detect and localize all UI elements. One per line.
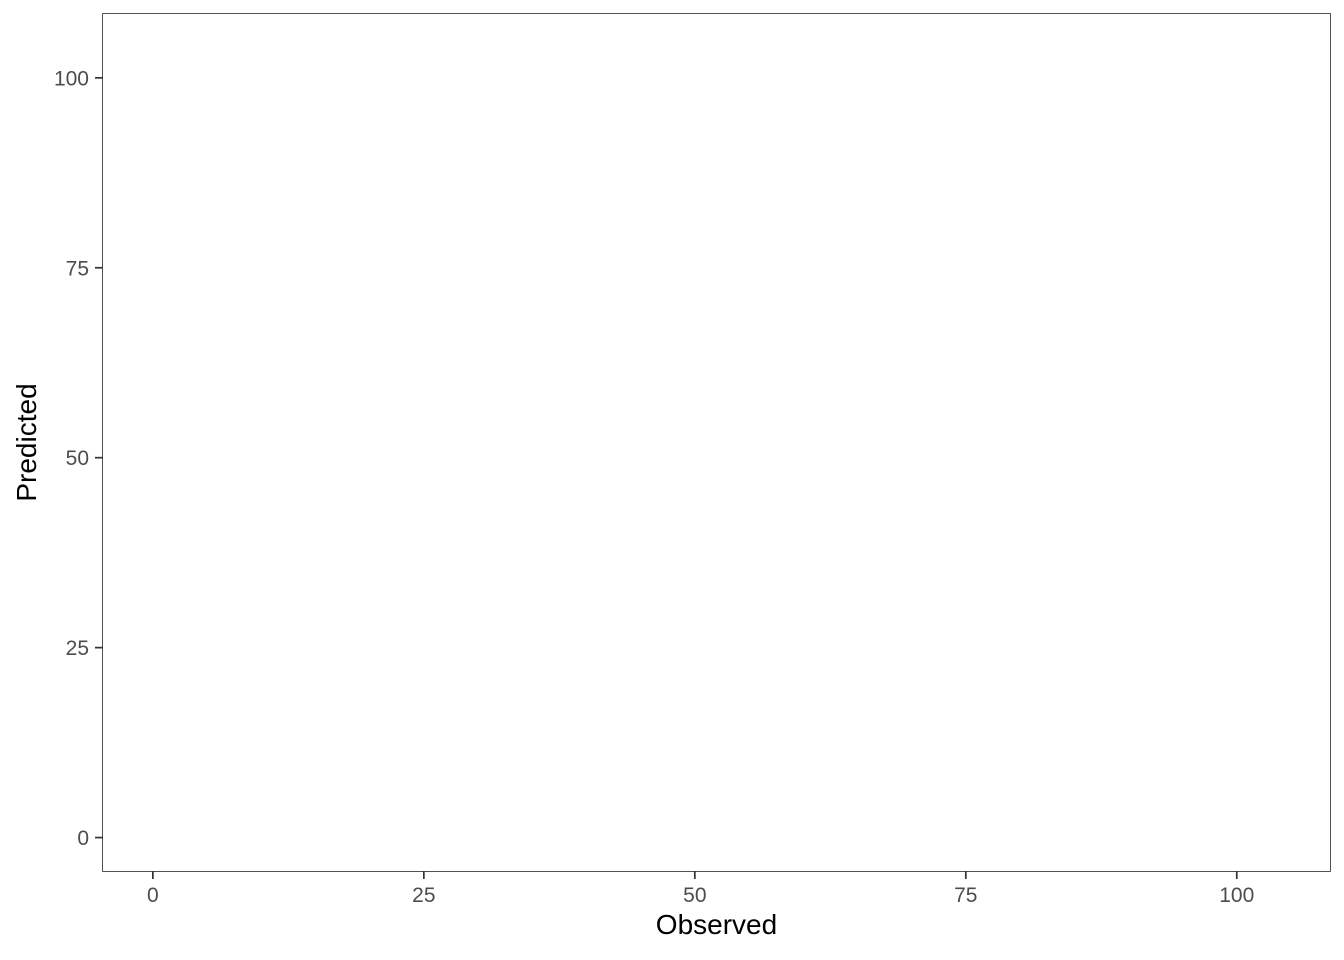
x-tick-label: 50: [683, 884, 706, 907]
x-tick-label: 25: [412, 884, 435, 907]
x-tick-label: 75: [954, 884, 977, 907]
y-axis-tick-marks: [95, 76, 103, 839]
y-tick-label: 50: [66, 447, 89, 470]
y-tick-label: 75: [66, 257, 89, 280]
x-axis-title: Observed: [656, 909, 777, 940]
y-tick-label: 25: [66, 637, 89, 660]
x-tick-label: 100: [1219, 884, 1254, 907]
x-tick-label: 0: [147, 884, 159, 907]
y-axis-title: Predicted: [11, 383, 42, 501]
y-tick-label: 0: [77, 827, 89, 850]
y-tick-label: 100: [54, 67, 89, 90]
x-axis-tick-labels: 0 25 50 75 100: [147, 884, 1254, 907]
x-axis-tick-marks: [152, 871, 1238, 879]
y-axis-tick-labels: 0 25 50 75 100: [54, 67, 89, 850]
